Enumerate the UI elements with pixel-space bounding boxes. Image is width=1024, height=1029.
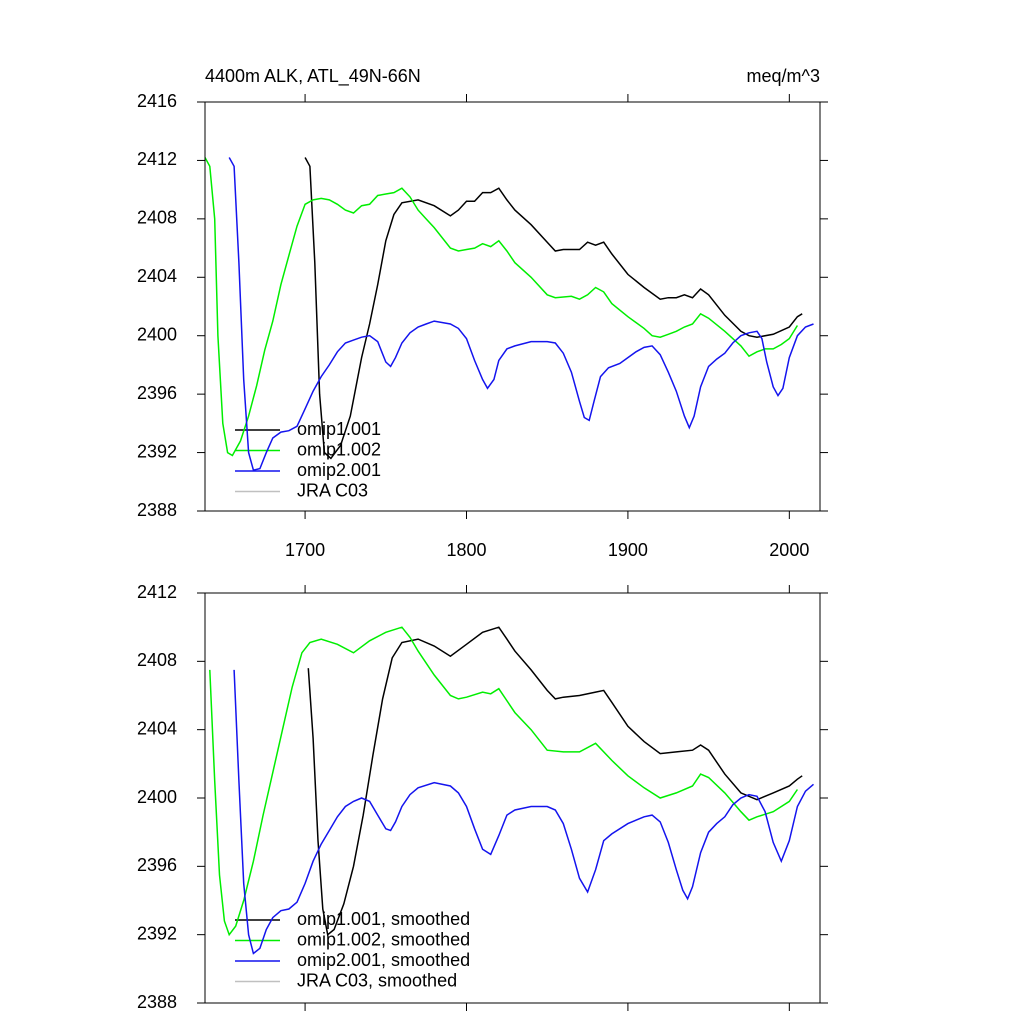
legend-label: omip1.001 bbox=[297, 419, 381, 439]
y-tick-label: 2400 bbox=[137, 787, 177, 807]
y-tick-label: 2412 bbox=[137, 582, 177, 602]
y-tick-label: 2396 bbox=[137, 855, 177, 875]
y-tick-label: 2392 bbox=[137, 441, 177, 461]
units-label: meq/m^3 bbox=[747, 66, 820, 86]
x-tick-label: 1700 bbox=[285, 540, 325, 560]
y-tick-label: 2388 bbox=[137, 500, 177, 520]
y-tick-label: 2400 bbox=[137, 324, 177, 344]
legend-label: omip2.001, smoothed bbox=[297, 950, 470, 970]
data-line bbox=[233, 669, 814, 955]
x-tick-label: 1800 bbox=[446, 540, 486, 560]
y-tick-label: 2416 bbox=[137, 91, 177, 111]
data-line bbox=[307, 626, 803, 937]
y-tick-label: 2408 bbox=[137, 650, 177, 670]
legend-label: omip1.001, smoothed bbox=[297, 909, 470, 929]
plot-frame bbox=[204, 592, 821, 1004]
x-tick-label: 2000 bbox=[769, 540, 809, 560]
legend-label: JRA C03 bbox=[297, 480, 368, 500]
data-line bbox=[228, 157, 814, 471]
y-tick-label: 2404 bbox=[137, 266, 177, 286]
legend-label: omip1.002, smoothed bbox=[297, 929, 470, 949]
y-tick-label: 2396 bbox=[137, 383, 177, 403]
legend-label: JRA C03, smoothed bbox=[297, 970, 457, 990]
y-tick-label: 2412 bbox=[137, 149, 177, 169]
legend-label: omip2.001 bbox=[297, 460, 381, 480]
legend-label: omip1.002 bbox=[297, 439, 381, 459]
plot-frame bbox=[204, 101, 821, 512]
y-tick-label: 2392 bbox=[137, 923, 177, 943]
chart-title: 4400m ALK, ATL_49N-66N bbox=[205, 66, 421, 87]
y-tick-label: 2408 bbox=[137, 208, 177, 228]
data-line bbox=[205, 157, 799, 457]
y-tick-label: 2388 bbox=[137, 992, 177, 1012]
data-line bbox=[209, 626, 799, 937]
data-line bbox=[304, 157, 803, 460]
y-tick-label: 2404 bbox=[137, 718, 177, 738]
x-tick-label: 1900 bbox=[608, 540, 648, 560]
